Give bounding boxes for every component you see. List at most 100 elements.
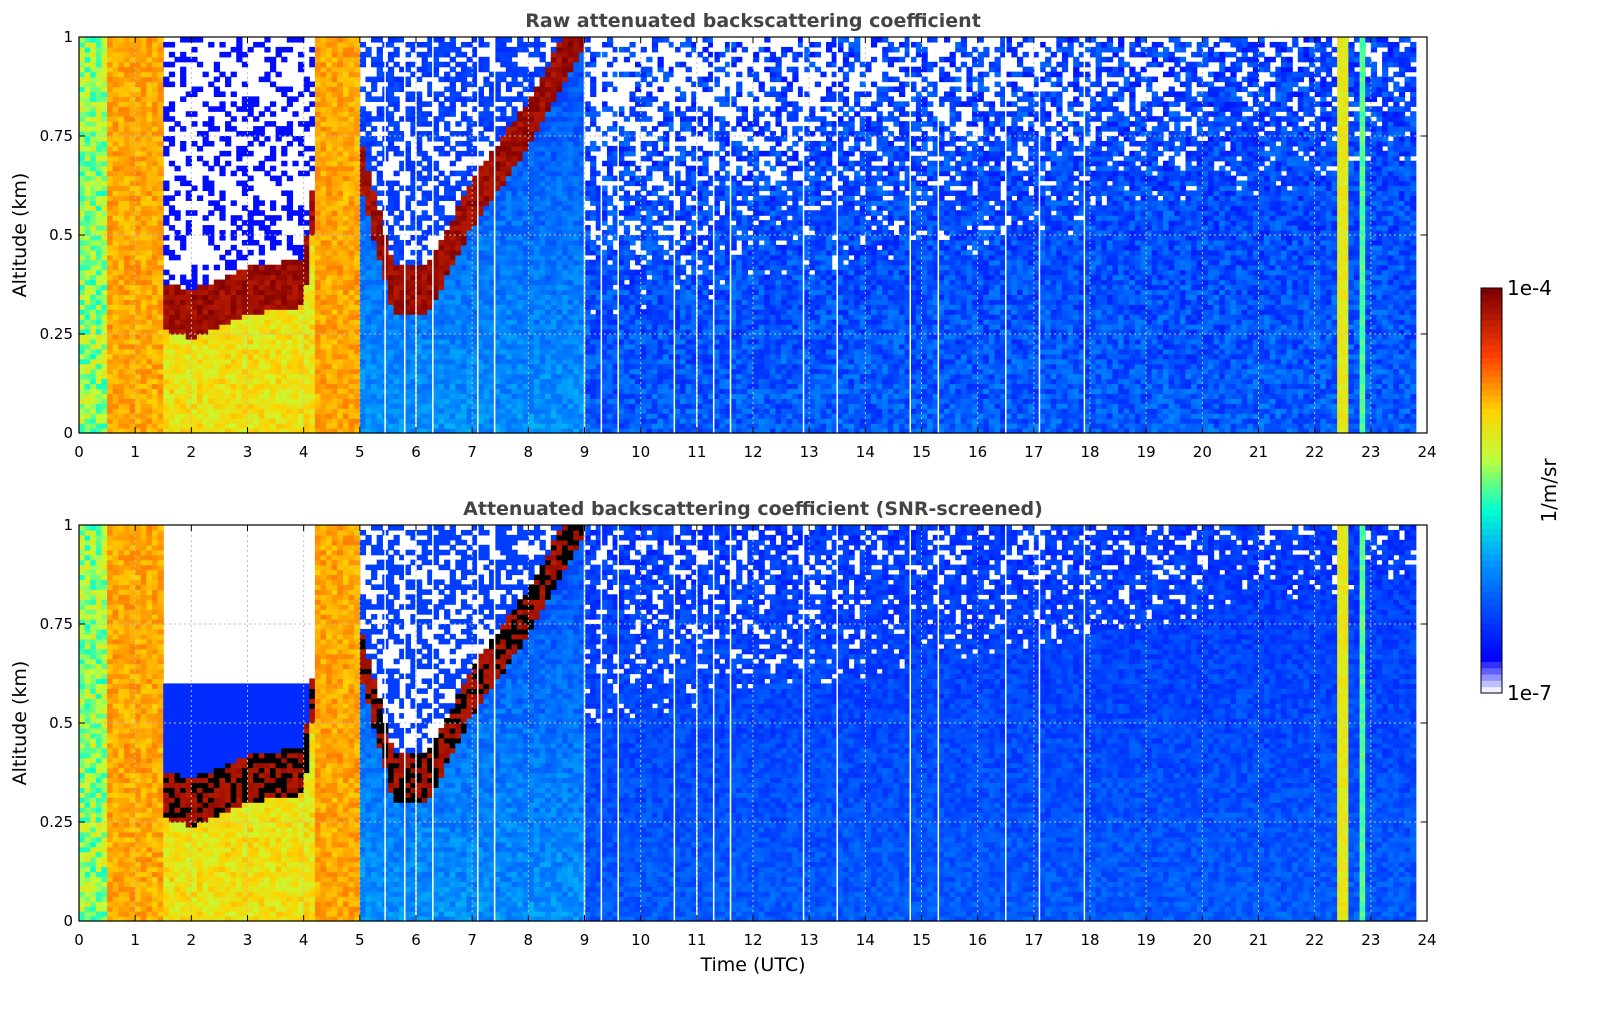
heatmap-cell bbox=[444, 250, 450, 256]
heatmap-cell bbox=[422, 289, 428, 295]
heatmap-cell bbox=[332, 359, 338, 365]
heatmap-cell bbox=[152, 190, 158, 196]
heatmap-cell bbox=[450, 57, 456, 63]
heatmap-cell bbox=[478, 255, 484, 261]
heatmap-cell bbox=[203, 280, 209, 286]
heatmap-cell bbox=[141, 190, 147, 196]
heatmap-cell bbox=[438, 171, 444, 177]
heatmap-cell bbox=[405, 324, 411, 330]
heatmap-cell bbox=[135, 42, 141, 48]
heatmap-cell bbox=[152, 200, 158, 206]
heatmap-cell bbox=[388, 230, 394, 236]
heatmap-cell bbox=[90, 393, 96, 399]
heatmap-cell bbox=[259, 285, 265, 291]
heatmap-cell bbox=[214, 388, 220, 394]
heatmap-cell bbox=[292, 319, 298, 325]
heatmap-cell bbox=[377, 418, 383, 424]
heatmap-cell bbox=[146, 403, 152, 409]
heatmap-cell bbox=[315, 240, 321, 246]
heatmap-cell bbox=[276, 72, 282, 78]
heatmap-cell bbox=[124, 339, 130, 345]
heatmap-cell bbox=[416, 146, 422, 152]
heatmap-cell bbox=[349, 52, 355, 58]
heatmap-cell bbox=[180, 418, 186, 424]
heatmap-cell bbox=[124, 67, 130, 73]
heatmap-cell bbox=[416, 423, 422, 429]
heatmap-cell bbox=[422, 388, 428, 394]
heatmap-cell bbox=[113, 413, 119, 419]
heatmap-cell bbox=[169, 408, 175, 414]
heatmap-cell bbox=[461, 319, 467, 325]
heatmap-cell bbox=[174, 304, 180, 310]
heatmap-cell bbox=[343, 260, 349, 266]
heatmap-cell bbox=[337, 111, 343, 117]
heatmap-cell bbox=[304, 260, 310, 266]
heatmap-cell bbox=[405, 52, 411, 58]
heatmap-cell bbox=[259, 393, 265, 399]
heatmap-cell bbox=[90, 309, 96, 315]
heatmap-cell bbox=[394, 369, 400, 375]
heatmap-cell bbox=[141, 77, 147, 83]
heatmap-cell bbox=[96, 96, 102, 102]
heatmap-cell bbox=[85, 151, 91, 157]
heatmap-cell bbox=[135, 319, 141, 325]
heatmap-cell bbox=[360, 57, 366, 63]
heatmap-cell bbox=[152, 171, 158, 177]
heatmap-cell bbox=[124, 388, 130, 394]
heatmap-cell bbox=[118, 285, 124, 291]
heatmap-cell bbox=[135, 210, 141, 216]
heatmap-cell bbox=[135, 349, 141, 355]
heatmap-cell bbox=[332, 289, 338, 295]
heatmap-cell bbox=[141, 423, 147, 429]
heatmap-cell bbox=[388, 384, 394, 390]
heatmap-cell bbox=[101, 260, 107, 266]
heatmap-cell bbox=[337, 57, 343, 63]
heatmap-cell bbox=[450, 403, 456, 409]
heatmap-cell bbox=[214, 349, 220, 355]
heatmap-cell bbox=[225, 324, 231, 330]
heatmap-cell bbox=[416, 260, 422, 266]
heatmap-cell bbox=[281, 285, 287, 291]
heatmap-cell bbox=[292, 294, 298, 300]
heatmap-cell bbox=[416, 349, 422, 355]
heatmap-cell bbox=[450, 171, 456, 177]
heatmap-cell bbox=[107, 52, 113, 58]
heatmap-cell bbox=[231, 369, 237, 375]
heatmap-cell bbox=[169, 314, 175, 320]
heatmap-cell bbox=[371, 37, 377, 43]
heatmap-cell bbox=[455, 294, 461, 300]
heatmap-cell bbox=[118, 37, 124, 43]
heatmap-cell bbox=[208, 294, 214, 300]
heatmap-cell bbox=[332, 87, 338, 93]
heatmap-cell bbox=[337, 265, 343, 271]
heatmap-cell bbox=[450, 270, 456, 276]
heatmap-cell bbox=[287, 369, 293, 375]
heatmap-cell bbox=[113, 72, 119, 78]
heatmap-cell bbox=[360, 260, 366, 266]
heatmap-cell bbox=[85, 265, 91, 271]
heatmap-cell bbox=[101, 161, 107, 167]
heatmap-cell bbox=[461, 101, 467, 107]
heatmap-cell bbox=[405, 408, 411, 414]
heatmap-cell bbox=[483, 106, 489, 112]
heatmap-cell bbox=[422, 121, 428, 127]
heatmap-cell bbox=[394, 349, 400, 355]
heatmap-cell bbox=[163, 285, 169, 291]
heatmap-cell bbox=[158, 408, 164, 414]
heatmap-cell bbox=[281, 354, 287, 360]
heatmap-cell bbox=[511, 289, 517, 295]
heatmap-cell bbox=[483, 369, 489, 375]
heatmap-cell bbox=[495, 354, 501, 360]
heatmap-cell bbox=[483, 403, 489, 409]
heatmap-cell bbox=[118, 126, 124, 132]
heatmap-cell bbox=[219, 136, 225, 142]
heatmap-cell bbox=[253, 136, 259, 142]
heatmap-cell bbox=[360, 186, 366, 192]
heatmap-cell bbox=[208, 82, 214, 88]
heatmap-cell bbox=[270, 240, 276, 246]
heatmap-cell bbox=[360, 200, 366, 206]
heatmap-cell bbox=[141, 101, 147, 107]
heatmap-cell bbox=[500, 364, 506, 370]
heatmap-cell bbox=[433, 136, 439, 142]
heatmap-cell bbox=[511, 339, 517, 345]
